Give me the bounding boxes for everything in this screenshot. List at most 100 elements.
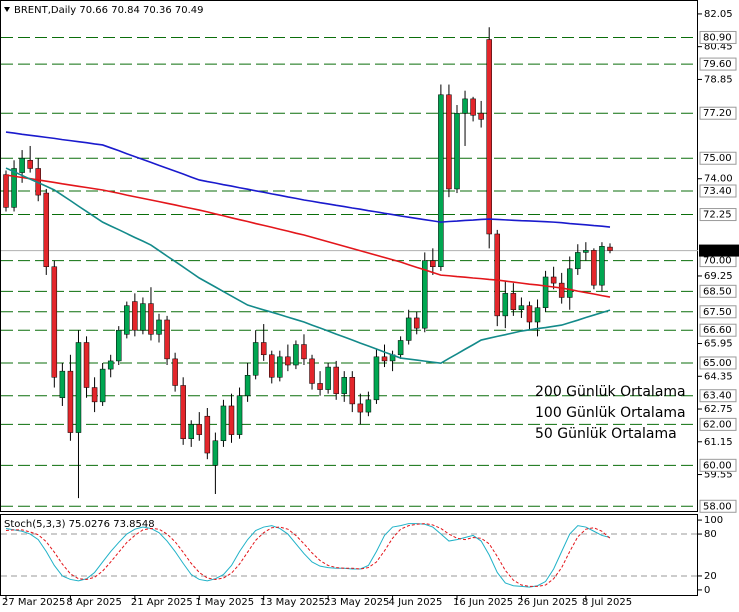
candle-body — [164, 319, 170, 360]
candle-body — [462, 98, 468, 114]
candle-body — [325, 366, 331, 390]
candle-body — [438, 94, 444, 267]
y-tick-label: 64.35 — [704, 371, 733, 382]
level-label: 58.00 — [703, 501, 732, 512]
legend-entry: 100 Günlük Ortalama — [535, 405, 686, 421]
pane-header: Stoch(5,3,3) 75.0276 73.8548 — [4, 519, 155, 530]
y-tick-label: 65.95 — [704, 339, 733, 350]
candle-body — [293, 344, 299, 366]
candle-body — [373, 356, 380, 401]
candle-body — [494, 233, 501, 317]
candle-body — [285, 356, 291, 366]
candle-body — [583, 250, 589, 253]
candle-body — [3, 174, 9, 208]
level-label-box — [699, 323, 737, 337]
header-value: 70.66 — [79, 5, 108, 16]
level-label-box — [699, 151, 737, 165]
level-label-box — [699, 499, 737, 513]
candle-body — [236, 395, 243, 435]
level-label: 77.20 — [703, 108, 732, 119]
candle-body — [220, 405, 227, 442]
y-tick-label: 80 — [704, 529, 717, 540]
level-label: 60.00 — [703, 460, 732, 471]
candle-body — [59, 370, 66, 399]
candle-body — [99, 368, 106, 403]
x-tick-label: 26 Jun 2025 — [517, 597, 577, 608]
candle-body — [132, 301, 138, 331]
candle-body — [575, 252, 581, 270]
candle-body — [397, 340, 404, 356]
candle-body — [156, 319, 162, 335]
y-tick-label: 78.85 — [704, 74, 733, 85]
candle-body — [19, 157, 25, 173]
candle-body — [510, 293, 517, 310]
level-label: 63.40 — [703, 391, 732, 402]
x-tick-label: 27 Mar 2025 — [2, 597, 65, 608]
candle-body — [124, 305, 130, 335]
candle-body — [333, 366, 339, 394]
candle-body — [309, 358, 315, 384]
candle-body — [599, 246, 605, 286]
x-tick-label: 13 May 2025 — [260, 597, 325, 608]
candle-body — [381, 356, 388, 362]
candle-body — [607, 246, 613, 251]
y-tick-label: 20 — [704, 571, 717, 582]
menu-icon — [4, 7, 10, 12]
candle-body — [180, 385, 186, 439]
y-tick-label: 80.45 — [704, 42, 733, 53]
candle-body — [357, 403, 364, 413]
candle-body — [212, 440, 219, 466]
candle-body — [301, 344, 307, 360]
candle-body — [75, 342, 82, 433]
y-tick-label: 74.00 — [704, 174, 733, 185]
candle-body — [478, 112, 484, 120]
header-value: 70.49 — [175, 5, 204, 16]
level-label: 72.25 — [703, 210, 732, 221]
candle-body — [422, 260, 428, 329]
level-label-box — [699, 389, 737, 403]
header-value: 70.84 — [111, 5, 140, 16]
candle-body — [204, 415, 211, 454]
candle-body — [558, 282, 565, 298]
level-label-box — [699, 184, 737, 198]
stoch-pane-frame — [0, 514, 698, 596]
x-tick-label: 21 Apr 2025 — [131, 597, 193, 608]
level-label: 67.50 — [703, 307, 732, 318]
moving-average-line — [5, 131, 611, 228]
main-pane-frame — [0, 0, 698, 512]
candle-body — [91, 387, 98, 403]
candle-body — [542, 276, 549, 308]
candle-body — [228, 405, 235, 435]
legend-entry: 200 Günlük Ortalama — [535, 384, 686, 400]
level-label: 75.00 — [703, 153, 732, 164]
level-label: 68.50 — [703, 286, 732, 297]
candle-body — [51, 266, 58, 378]
candle-body — [140, 303, 146, 331]
y-tick-label: 59.55 — [704, 470, 733, 481]
legend-entry: 50 Günlük Ortalama — [535, 426, 677, 442]
candle-body — [188, 424, 194, 439]
stoch-line — [5, 523, 611, 588]
candle-body — [67, 370, 74, 433]
candle-body — [486, 39, 492, 235]
candle-body — [252, 342, 259, 376]
candle-body — [269, 354, 275, 378]
candle-body — [550, 276, 557, 284]
candle-body — [172, 358, 178, 386]
candle-body — [107, 360, 114, 370]
candle-body — [11, 168, 17, 208]
level-label: 70.00 — [703, 256, 732, 267]
candle-body — [413, 317, 420, 329]
x-tick-label: 1 May 2025 — [195, 597, 254, 608]
candle-body — [446, 94, 452, 190]
candle-body — [115, 329, 122, 362]
y-tick-label: 82.05 — [704, 9, 733, 20]
level-label: 73.40 — [703, 186, 732, 197]
stoch-line — [5, 523, 611, 587]
level-label: 79.60 — [703, 59, 732, 70]
candle-body — [518, 305, 525, 310]
candle-body — [534, 307, 541, 323]
candle-body — [244, 374, 251, 396]
level-label-box — [699, 30, 737, 44]
